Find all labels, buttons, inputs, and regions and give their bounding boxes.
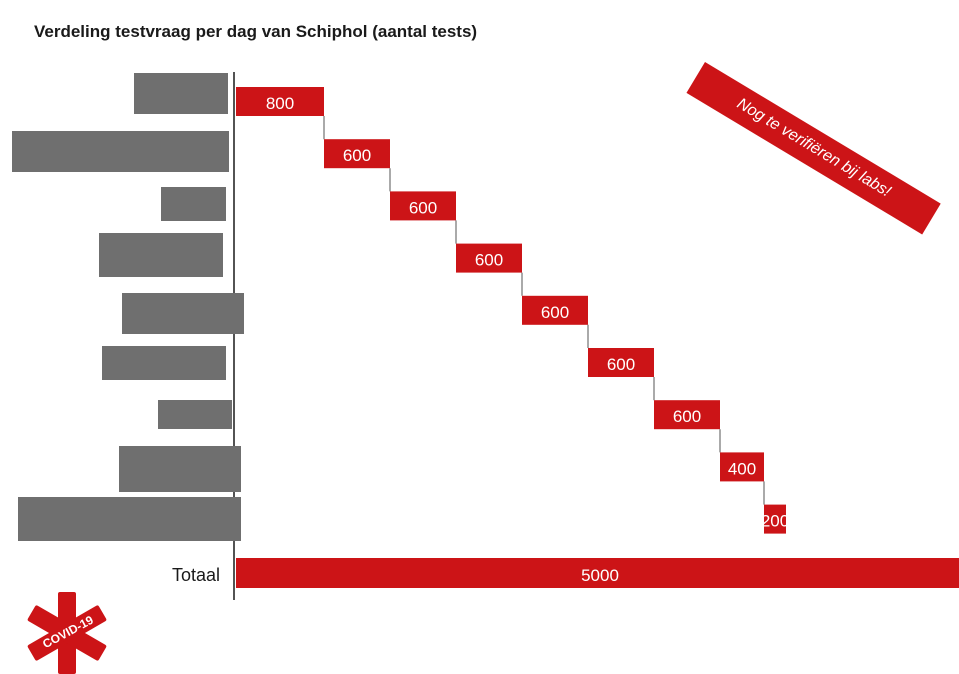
gray-bar-4	[99, 233, 223, 277]
total-category-label: Totaal	[172, 565, 220, 585]
data-label: 600	[409, 198, 437, 217]
data-label: 600	[673, 407, 701, 426]
data-label: 800	[266, 94, 294, 113]
waterfall-bar-1	[236, 87, 324, 116]
data-label: 600	[475, 251, 503, 270]
waterfall-bar-2	[324, 139, 390, 169]
waterfall-bar-6	[588, 348, 654, 377]
total-bar	[236, 558, 959, 588]
gray-bar-1	[134, 73, 228, 114]
data-label: 600	[607, 355, 635, 374]
gray-bar-3	[161, 187, 226, 221]
gray-bar-2	[12, 131, 229, 172]
waterfall-bar-3	[390, 191, 456, 221]
gray-bar-7	[158, 400, 232, 429]
covid-star-of-life-icon: COVID-19	[27, 592, 107, 674]
gray-bar-6	[102, 346, 226, 380]
waterfall-bar-8	[720, 452, 764, 482]
gray-bar-9	[18, 497, 241, 541]
gray-bar-8	[119, 446, 241, 492]
data-label: 600	[343, 146, 371, 165]
chart-title: Verdeling testvraag per dag van Schiphol…	[34, 22, 478, 41]
data-label: 600	[541, 303, 569, 322]
gray-bar-5	[122, 293, 244, 334]
data-label: 200	[761, 512, 789, 531]
total-data-label: 5000	[581, 566, 619, 585]
data-label: 400	[728, 459, 756, 478]
waterfall-bar-7	[654, 400, 720, 430]
waterfall-bar-9	[764, 504, 786, 534]
waterfall-bar-5	[522, 295, 588, 325]
waterfall-bar-4	[456, 243, 522, 273]
